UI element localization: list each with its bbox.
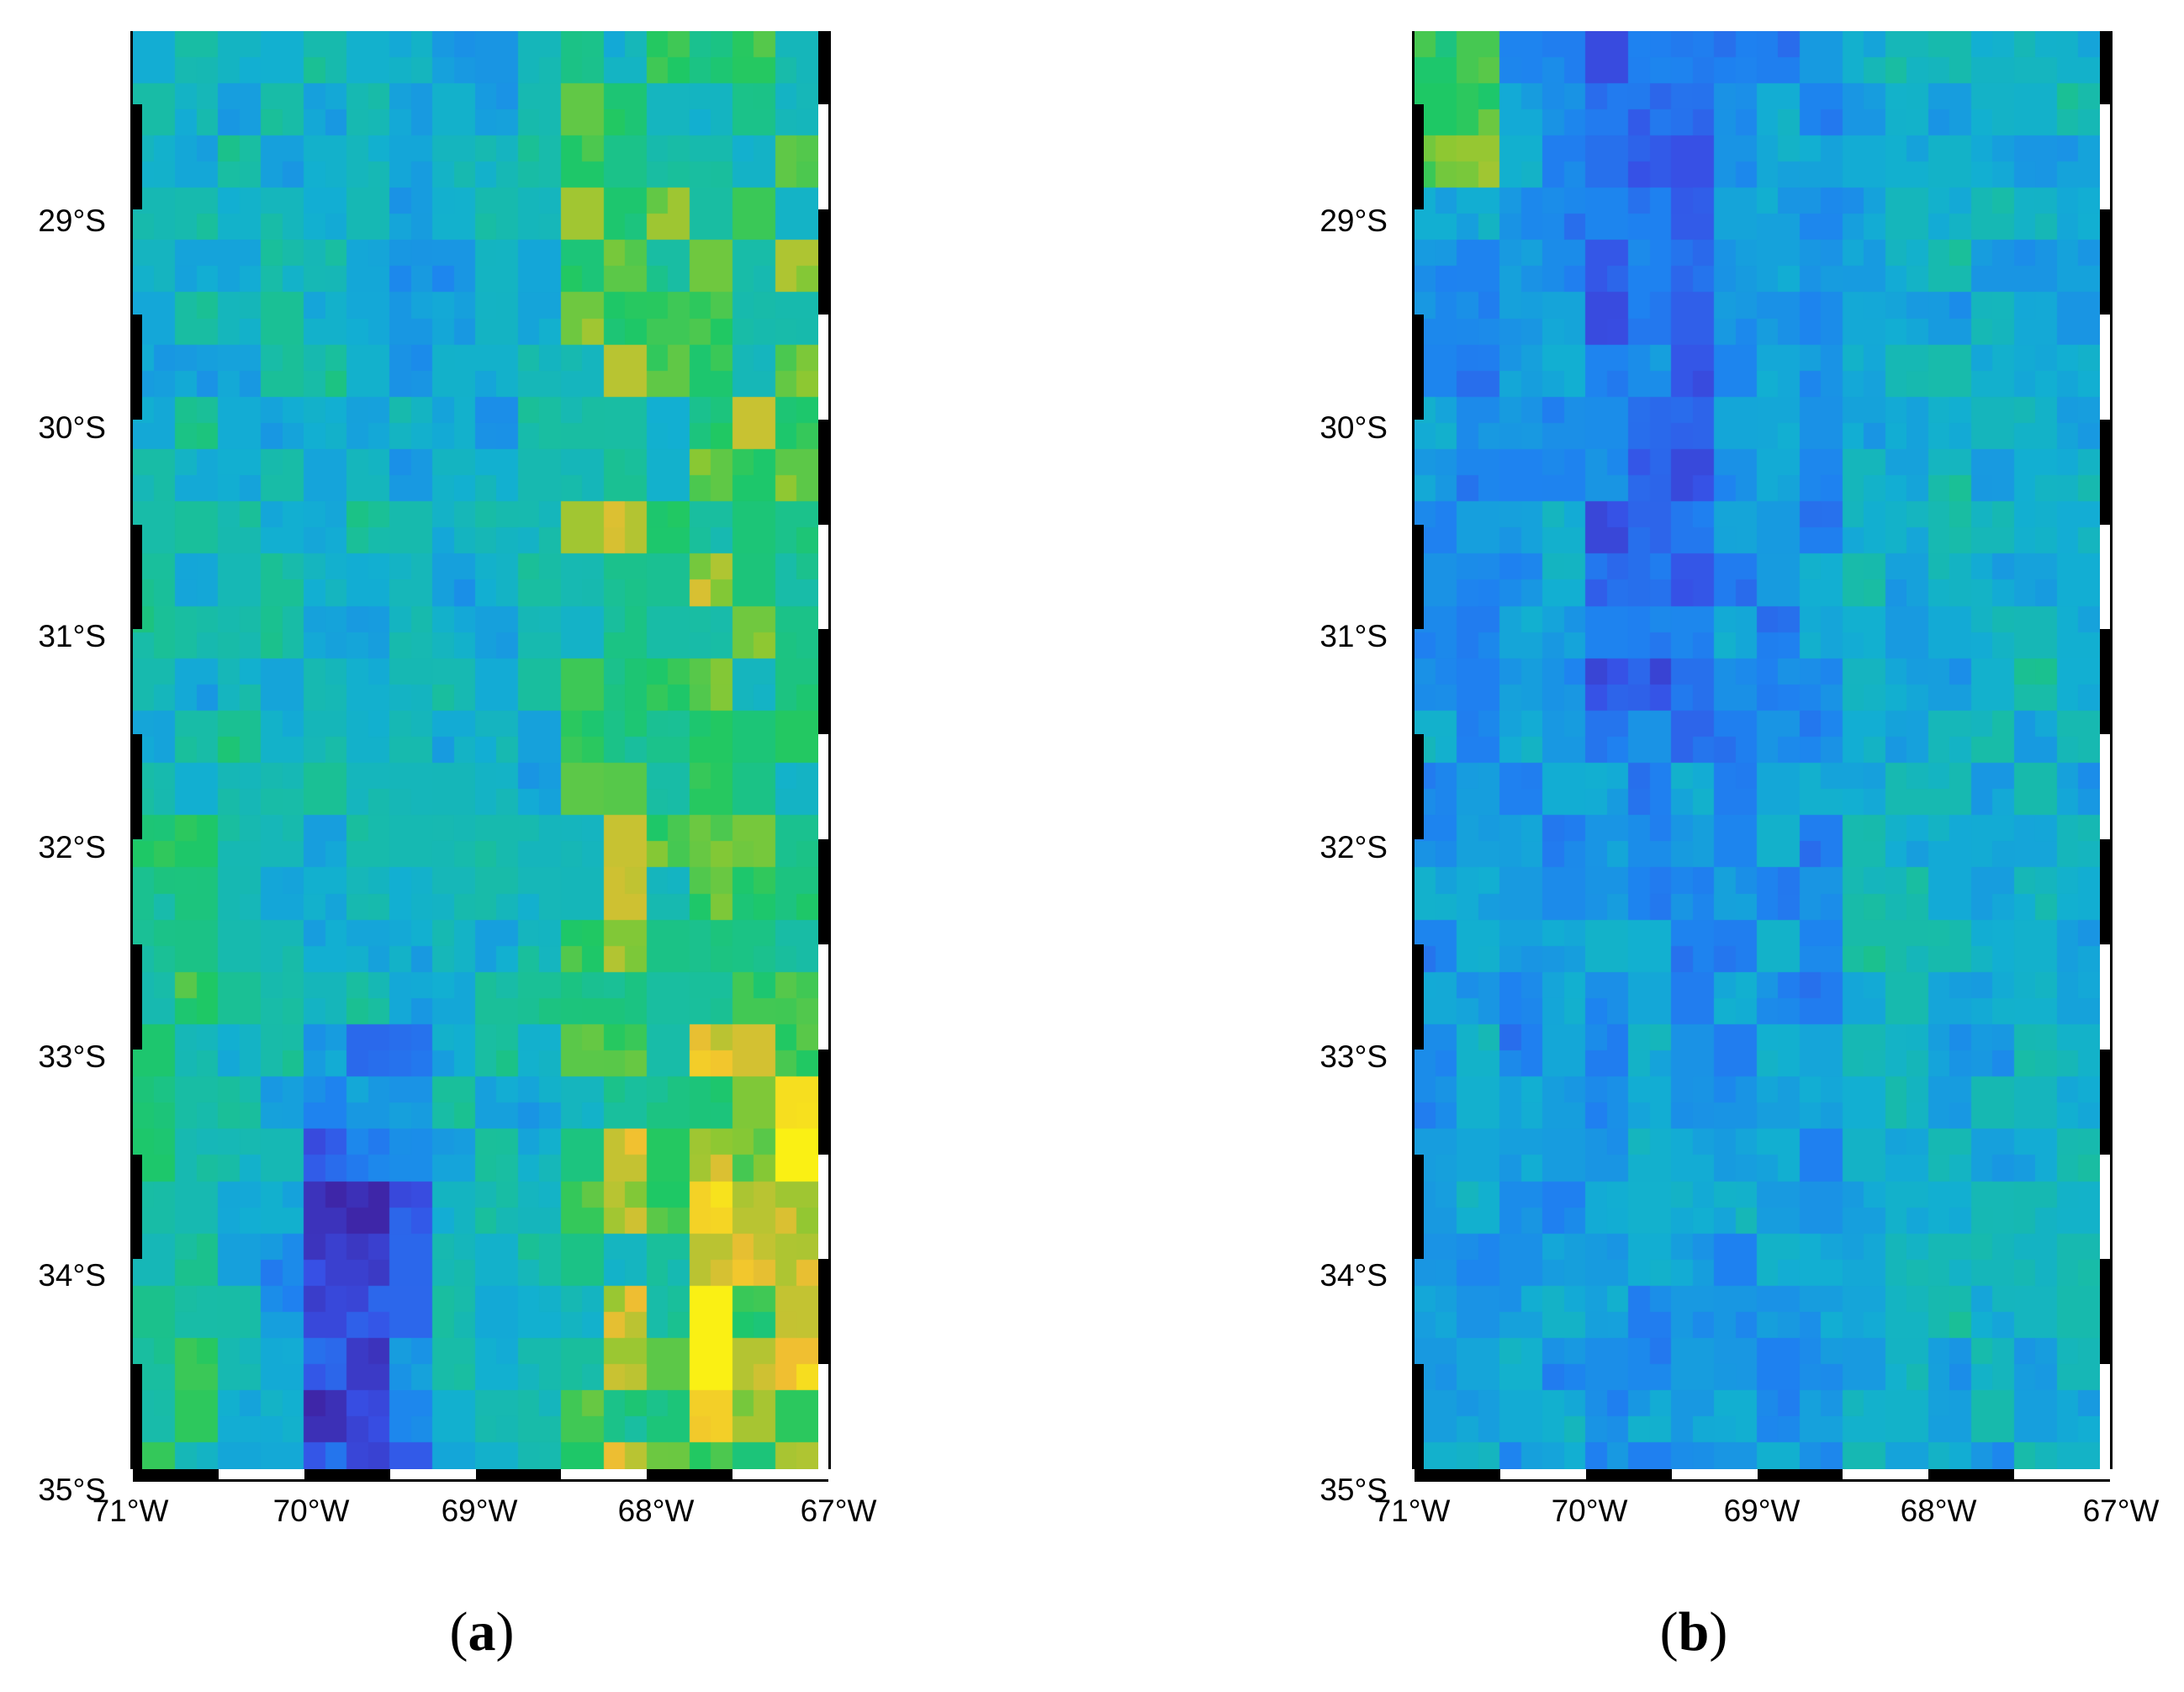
lat-label-a-32: 32°S (38, 830, 106, 865)
raster-grid-a (133, 31, 818, 1469)
frame-bottom-tick (1928, 1469, 2015, 1481)
lon-label-b-68: 68°W (1900, 1494, 1977, 1528)
frame-left-tick (130, 1154, 142, 1260)
frame-corner (130, 31, 133, 34)
frame-bottom-tick (1415, 1469, 1500, 1481)
lat-label-a-31: 31°S (38, 619, 106, 653)
frame-right-tick (818, 839, 831, 944)
frame-right-tick (2100, 1259, 2113, 1365)
caption-b: (b) (1659, 1601, 1728, 1663)
lat-label-b-31: 31°S (1319, 619, 1388, 653)
lat-label-a-34: 34°S (38, 1258, 106, 1293)
frame-right-tick (2100, 839, 2113, 944)
frame-left-tick (1412, 104, 1424, 210)
frame-left-tick (1412, 1364, 1424, 1469)
frame-left-tick (1412, 944, 1424, 1050)
frame-right-tick (818, 209, 831, 315)
frame-corner (1412, 31, 1415, 34)
frame-left-tick (130, 524, 142, 630)
frame-right-tick (818, 31, 831, 105)
frame-left-tick (1412, 524, 1424, 630)
frame-right-tick (818, 629, 831, 735)
frame-bottom-tick (304, 1469, 390, 1481)
frame-left-tick (130, 734, 142, 840)
frame-bottom-tick (1585, 1469, 1672, 1481)
lon-label-a-69: 69°W (441, 1494, 518, 1528)
lon-label-a-71: 71°W (92, 1494, 169, 1528)
frame-right-tick (2100, 629, 2113, 735)
raster-map-a (133, 31, 818, 1469)
lon-label-a-70: 70°W (272, 1494, 350, 1528)
lat-label-a-29: 29°S (38, 204, 106, 238)
lat-label-b-32: 32°S (1319, 830, 1388, 865)
lon-label-b-67: 67°W (2082, 1494, 2160, 1528)
lon-label-a-68: 68°W (617, 1494, 695, 1528)
frame-left-tick (1412, 734, 1424, 840)
frame-right-tick (818, 1259, 831, 1365)
lat-label-b-35: 35°S (1319, 1473, 1388, 1507)
lat-label-a-33: 33°S (38, 1039, 106, 1074)
lat-label-b-29: 29°S (1319, 204, 1388, 238)
frame-left-tick (130, 1364, 142, 1469)
lon-label-a-67: 67°W (800, 1494, 877, 1528)
lat-label-a-30: 30°S (38, 410, 106, 445)
frame-right-edge (2110, 31, 2113, 1469)
lon-label-b-71: 71°W (1373, 1494, 1451, 1528)
lon-label-b-70: 70°W (1551, 1494, 1628, 1528)
raster-grid-b (1415, 31, 2100, 1469)
lat-label-a-35: 35°S (38, 1473, 106, 1507)
caption-a: (a) (449, 1601, 515, 1663)
frame-right-tick (2100, 209, 2113, 315)
frame-right-tick (2100, 1049, 2113, 1155)
raster-map-b (1415, 31, 2100, 1469)
frame-right-tick (2100, 31, 2113, 105)
frame-right-tick (2100, 419, 2113, 525)
frame-left-tick (1412, 315, 1424, 420)
frame-right-edge (828, 31, 831, 1469)
lon-label-b-69: 69°W (1723, 1494, 1801, 1528)
frame-left-tick (130, 104, 142, 210)
frame-bottom-tick (133, 1469, 219, 1481)
frame-bottom-tick (647, 1469, 733, 1481)
frame-right-tick (818, 1049, 831, 1155)
lat-label-b-30: 30°S (1319, 410, 1388, 445)
lat-label-b-34: 34°S (1319, 1258, 1388, 1293)
frame-left-tick (130, 944, 142, 1050)
frame-left-tick (130, 315, 142, 420)
frame-left-tick (1412, 1154, 1424, 1260)
frame-bottom-tick (475, 1469, 562, 1481)
lat-label-b-33: 33°S (1319, 1039, 1388, 1074)
frame-right-tick (818, 419, 831, 525)
frame-bottom-tick (1757, 1469, 1843, 1481)
